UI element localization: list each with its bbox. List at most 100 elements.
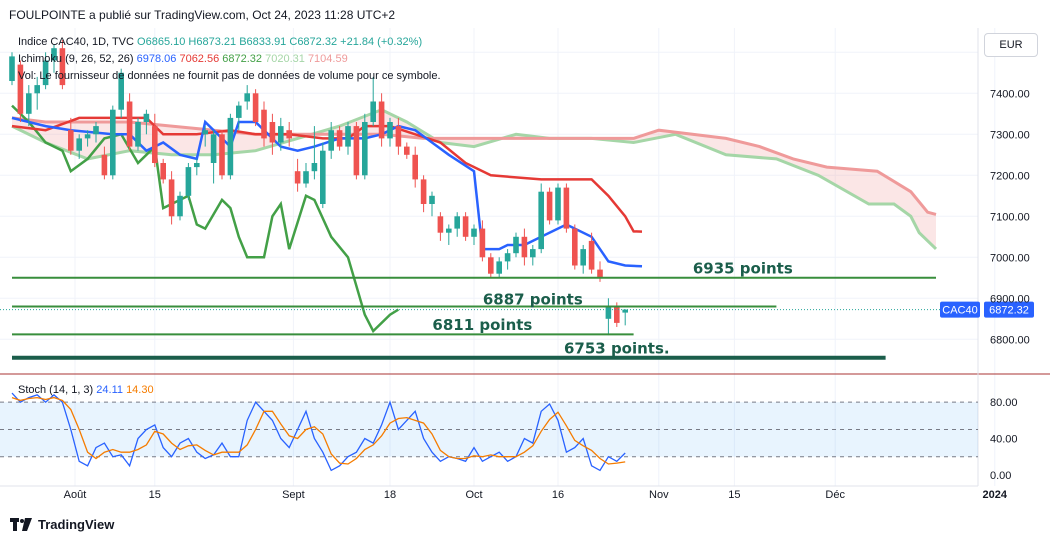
- candle-body: [362, 122, 368, 176]
- candle[interactable]: [462, 212, 469, 241]
- candle[interactable]: [446, 224, 452, 245]
- stoch-legend[interactable]: Stoch (14, 1, 3) 24.11 14.30: [18, 384, 154, 396]
- candle[interactable]: [59, 40, 66, 90]
- tradingview-brand[interactable]: TradingView: [10, 517, 114, 532]
- time-tick-label: 2024: [983, 489, 1008, 501]
- candle[interactable]: [93, 121, 99, 143]
- candle[interactable]: [177, 191, 183, 221]
- candle[interactable]: [51, 44, 57, 73]
- candle[interactable]: [488, 253, 494, 278]
- candle[interactable]: [135, 117, 141, 151]
- currency-button[interactable]: EUR: [984, 33, 1038, 57]
- candle[interactable]: [303, 162, 309, 188]
- candle[interactable]: [546, 187, 553, 225]
- candle-body: [202, 130, 208, 135]
- candle-body: [135, 122, 141, 147]
- candles[interactable]: [9, 40, 628, 336]
- candle[interactable]: [437, 212, 444, 241]
- candle[interactable]: [345, 121, 351, 155]
- candle[interactable]: [84, 130, 91, 147]
- candle[interactable]: [76, 134, 82, 159]
- candle-body: [185, 167, 192, 196]
- level-label: 6753 points.: [564, 340, 670, 358]
- candle[interactable]: [404, 142, 410, 159]
- candle-body: [286, 130, 292, 139]
- candle[interactable]: [622, 309, 628, 326]
- candle-body: [42, 60, 49, 86]
- candle[interactable]: [362, 113, 368, 180]
- candle[interactable]: [261, 101, 267, 147]
- candle[interactable]: [185, 162, 192, 200]
- candle[interactable]: [219, 130, 225, 180]
- candle[interactable]: [504, 249, 511, 270]
- candle[interactable]: [572, 224, 578, 270]
- candle[interactable]: [538, 183, 544, 254]
- candle[interactable]: [320, 142, 326, 209]
- candle[interactable]: [429, 191, 435, 217]
- candle-body: [353, 126, 360, 176]
- current-price-tag[interactable]: [984, 301, 1034, 318]
- candle[interactable]: [26, 85, 32, 127]
- candle[interactable]: [378, 93, 385, 147]
- time-tick-label: 15: [728, 489, 740, 501]
- candle[interactable]: [278, 117, 284, 151]
- candle[interactable]: [353, 121, 360, 180]
- candle[interactable]: [395, 117, 402, 155]
- candle[interactable]: [311, 126, 318, 180]
- candle[interactable]: [202, 126, 208, 147]
- candle[interactable]: [110, 105, 116, 180]
- candle[interactable]: [126, 93, 133, 151]
- candle[interactable]: [580, 244, 586, 274]
- candle[interactable]: [605, 298, 612, 336]
- price-tick-label: 6800.00: [990, 334, 1030, 346]
- candle[interactable]: [160, 158, 166, 184]
- candle-body: [252, 93, 259, 122]
- symbol-price-tag[interactable]: [940, 301, 980, 318]
- stochastic-pane[interactable]: 0.00 40.00 80.00: [0, 392, 1018, 482]
- candle[interactable]: [244, 85, 250, 110]
- candle[interactable]: [17, 60, 24, 122]
- candle[interactable]: [496, 257, 502, 278]
- candle-body: [68, 130, 74, 151]
- candle[interactable]: [194, 158, 200, 176]
- candle[interactable]: [286, 121, 292, 147]
- symbol-legend[interactable]: Indice CAC40, 1D, TVC O6865.10 H6873.21 …: [18, 36, 422, 48]
- candle[interactable]: [387, 117, 393, 147]
- candle[interactable]: [236, 101, 242, 131]
- candle[interactable]: [9, 52, 15, 86]
- candle[interactable]: [294, 158, 301, 192]
- candle[interactable]: [101, 146, 108, 180]
- candle[interactable]: [269, 113, 276, 155]
- ichimoku-legend[interactable]: Ichimoku (9, 26, 52, 26) 6978.06 7062.56…: [18, 53, 348, 65]
- candle[interactable]: [588, 232, 595, 274]
- candle-body: [9, 56, 15, 81]
- candle[interactable]: [530, 244, 536, 266]
- candle[interactable]: [412, 146, 418, 188]
- candle[interactable]: [454, 212, 460, 237]
- candle[interactable]: [555, 183, 561, 225]
- candle[interactable]: [328, 121, 334, 159]
- candle[interactable]: [479, 220, 486, 262]
- candle-body: [244, 93, 250, 102]
- candle[interactable]: [152, 113, 158, 168]
- candle[interactable]: [513, 232, 519, 258]
- horizontal-levels[interactable]: 6935 points 6887 points 6811 points 6753 po…: [0, 260, 978, 360]
- candle[interactable]: [118, 68, 124, 118]
- candle[interactable]: [168, 171, 175, 225]
- candle[interactable]: [370, 76, 376, 127]
- candle[interactable]: [563, 183, 570, 233]
- candle[interactable]: [34, 76, 40, 110]
- candle[interactable]: [521, 228, 528, 266]
- candle[interactable]: [420, 175, 427, 213]
- candle[interactable]: [471, 224, 477, 245]
- time-axis[interactable]: Août 15 Sept 18 Oct 16 Nov 15 Déc 2024: [64, 489, 1008, 501]
- candle[interactable]: [252, 89, 259, 127]
- candle[interactable]: [336, 126, 343, 151]
- candle[interactable]: [210, 130, 217, 184]
- candle[interactable]: [42, 52, 49, 90]
- stoch-tick-label: 0.00: [990, 470, 1011, 482]
- candle[interactable]: [227, 113, 234, 180]
- candle[interactable]: [68, 117, 74, 155]
- candle[interactable]: [143, 109, 150, 135]
